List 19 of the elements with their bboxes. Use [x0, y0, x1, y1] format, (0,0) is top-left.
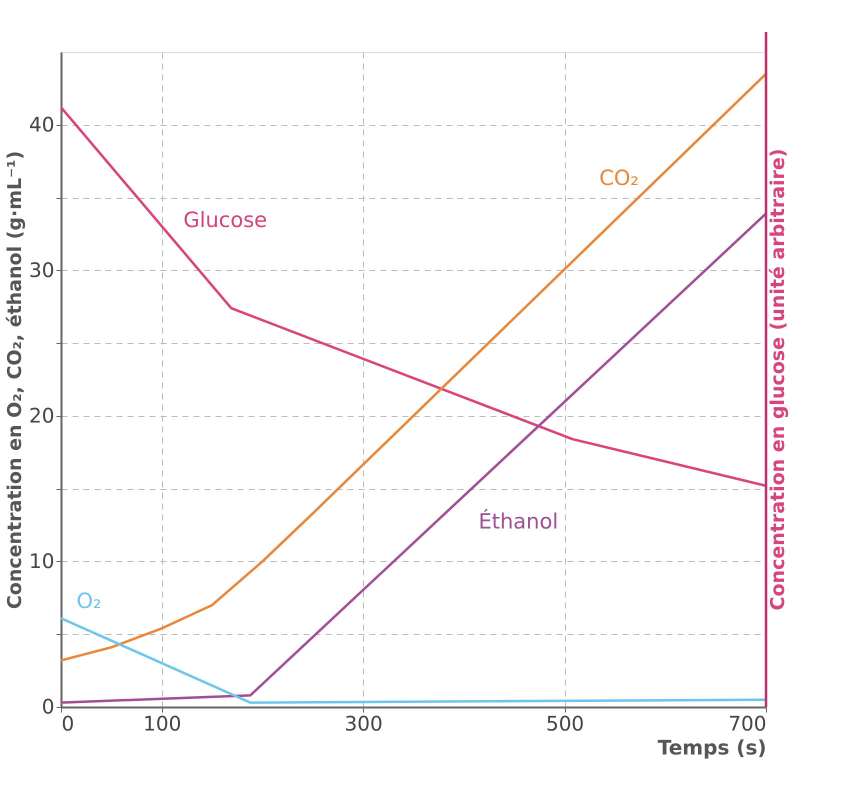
series-label: Éthanol: [478, 508, 558, 534]
y-tick-label: 40: [29, 112, 54, 136]
series-label: CO₂: [599, 166, 639, 190]
x-tick-label: 300: [344, 712, 383, 736]
line-series: [60, 106, 768, 488]
line-series: [60, 72, 768, 662]
series-label: Glucose: [183, 208, 268, 232]
x-tick-label: 100: [143, 712, 182, 736]
y2-axis-title: Concentration en glucose (unité arbitraire): [767, 148, 789, 610]
series-label: O₂: [76, 589, 102, 614]
x-tick-label: 0: [62, 712, 74, 736]
x-axis-title: Temps (s): [658, 736, 766, 760]
y-tick-label: 20: [29, 403, 54, 428]
x-tick-label: 500: [546, 712, 584, 736]
y-tick-label: 0: [42, 694, 54, 718]
x-tick-label: 700: [728, 712, 766, 736]
y-axis-title: Concentration en O₂, CO₂, éthanol (g·mL⁻¹): [4, 150, 26, 610]
y-tick-label: 10: [29, 548, 54, 573]
y-tick-label: 30: [29, 258, 54, 282]
